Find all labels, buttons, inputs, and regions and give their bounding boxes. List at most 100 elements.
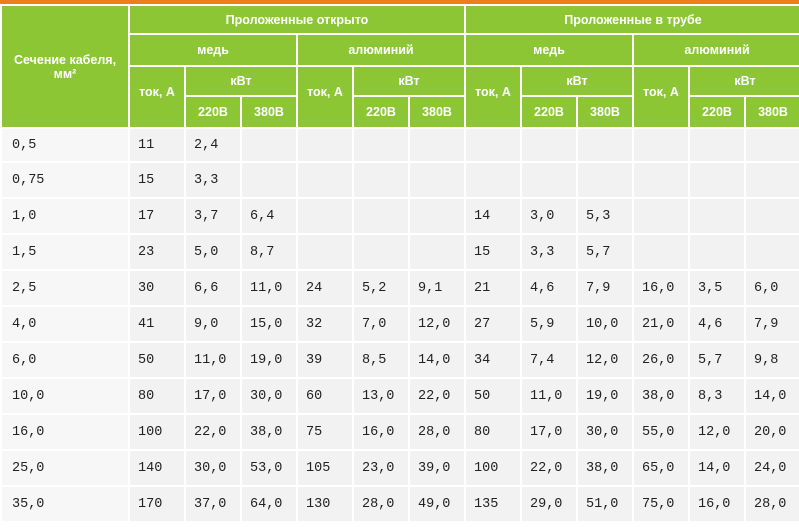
table-cell [298,199,352,233]
table-cell: 28,0 [410,415,464,449]
voltage-380-header: 380В [578,97,632,127]
table-cell [298,163,352,197]
table-cell: 7,4 [522,343,576,377]
table-cell: 38,0 [578,451,632,485]
table-cell: 27 [466,307,520,341]
table-cell: 15 [130,163,184,197]
table-cell: 3,0 [522,199,576,233]
table-cell: 12,0 [578,343,632,377]
table-cell: 80 [130,379,184,413]
table-cell: 20,0 [746,415,799,449]
table-cell [578,129,632,161]
table-cell [354,129,408,161]
table-row: 16,0 100 22,0 38,0 75 16,0 28,0 80 17,0 30,0 55,0 1… [2,415,799,449]
table-cell: 49,0 [410,487,464,521]
table-cell: 4,6 [690,307,744,341]
table-cell: 100 [466,451,520,485]
cross-section-cell: 35,0 [2,487,128,521]
table-cell: 11,0 [186,343,240,377]
table-row: 25,0 140 30,0 53,0 105 23,0 39,0 100 22,0 38,0 65,… [2,451,799,485]
table-cell [466,163,520,197]
table-cell [242,129,296,161]
table-cell [634,163,688,197]
table-cell [578,163,632,197]
table-cell [410,163,464,197]
table-cell [354,163,408,197]
voltage-380-header: 380В [746,97,799,127]
table-cell: 2,4 [186,129,240,161]
table-cell [354,199,408,233]
voltage-380-header: 380В [410,97,464,127]
table-cell: 29,0 [522,487,576,521]
table-cell: 135 [466,487,520,521]
table-cell [410,129,464,161]
table-cell: 5,0 [186,235,240,269]
table-cell [690,235,744,269]
table-cell: 3,7 [186,199,240,233]
table-cell: 8,5 [354,343,408,377]
cross-section-cell: 1,0 [2,199,128,233]
table-cell: 50 [130,343,184,377]
table-cell: 5,7 [578,235,632,269]
table-cell: 5,2 [354,271,408,305]
table-cell: 22,0 [522,451,576,485]
cross-section-cell: 0,5 [2,129,128,161]
table-cell [466,129,520,161]
table-cell: 30,0 [186,451,240,485]
table-cell: 140 [130,451,184,485]
table-row: 0,5 11 2,4 [2,129,799,161]
voltage-220-header: 220В [186,97,240,127]
table-cell: 26,0 [634,343,688,377]
table-cell: 39,0 [410,451,464,485]
table-cell [298,235,352,269]
table-cell: 19,0 [242,343,296,377]
table-cell: 24,0 [746,451,799,485]
cross-section-cell: 4,0 [2,307,128,341]
table-cell: 3,3 [186,163,240,197]
table-cell: 8,7 [242,235,296,269]
table-cell: 28,0 [354,487,408,521]
table-cell: 7,0 [354,307,408,341]
table-cell: 105 [298,451,352,485]
table-row: 6,0 50 11,0 19,0 39 8,5 14,0 34 7,4 12,0 26,0 5,7 9,… [2,343,799,377]
power-header: кВт [522,67,632,95]
table-cell: 9,8 [746,343,799,377]
table-cell: 41 [130,307,184,341]
cross-section-cell: 0,75 [2,163,128,197]
group-header-pipe: Проложенные в трубе [466,6,799,33]
table-cell: 23 [130,235,184,269]
table-cell: 34 [466,343,520,377]
table-cell: 16,0 [354,415,408,449]
table-row: 4,0 41 9,0 15,0 32 7,0 12,0 27 5,9 10,0 21,0 4,6 7,9 [2,307,799,341]
material-header-copper-open: медь [130,35,296,65]
voltage-220-header: 220В [522,97,576,127]
table-cell: 5,7 [690,343,744,377]
table-cell: 170 [130,487,184,521]
table-cell: 3,3 [522,235,576,269]
table-cell: 65,0 [634,451,688,485]
cross-section-cell: 10,0 [2,379,128,413]
table-cell: 8,3 [690,379,744,413]
table-cell: 55,0 [634,415,688,449]
table-row: 10,0 80 17,0 30,0 60 13,0 22,0 50 11,0 19,0 38,0 8,… [2,379,799,413]
table-cell [690,199,744,233]
table-cell: 22,0 [410,379,464,413]
material-header-copper-pipe: медь [466,35,632,65]
cross-section-cell: 2,5 [2,271,128,305]
table-cell: 7,9 [578,271,632,305]
table-cell: 51,0 [578,487,632,521]
table-cell: 11,0 [242,271,296,305]
table-cell: 11,0 [522,379,576,413]
table-cell [354,235,408,269]
table-cell: 37,0 [186,487,240,521]
table-cell [634,129,688,161]
section-header: Сечение кабеля, мм² [2,6,128,127]
voltage-380-header: 380В [242,97,296,127]
table-cell: 16,0 [634,271,688,305]
table-cell: 39 [298,343,352,377]
cross-section-cell: 1,5 [2,235,128,269]
table-cell: 19,0 [578,379,632,413]
table-cell: 30,0 [242,379,296,413]
table-cell: 12,0 [690,415,744,449]
table-cell: 22,0 [186,415,240,449]
